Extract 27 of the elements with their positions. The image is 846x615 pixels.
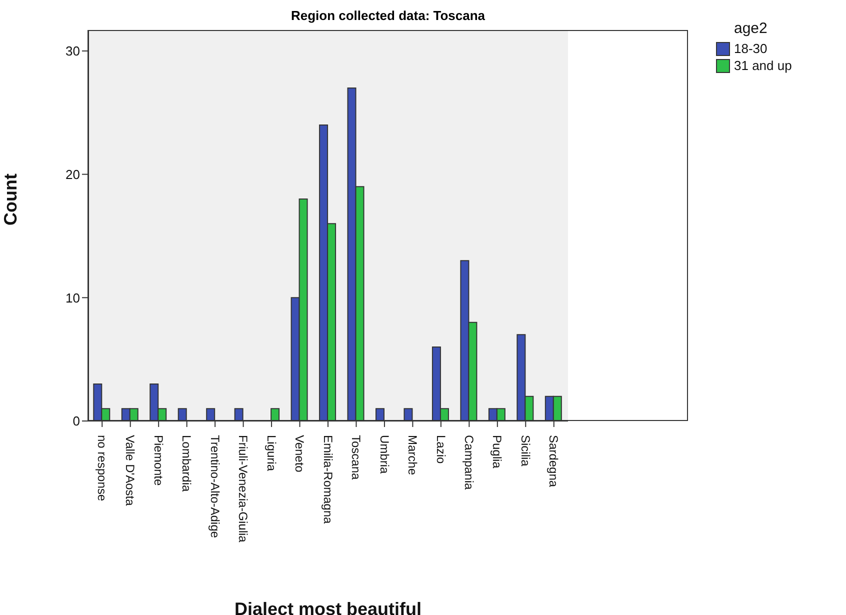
legend-label: 18-30 xyxy=(734,41,768,56)
x-tick-label: Friuli-Venezia-Giulia xyxy=(236,435,250,543)
x-tick-label: Trentino-Alto-Adige xyxy=(208,435,222,538)
x-tick-label: Sardegna xyxy=(546,435,561,488)
x-tick-label: Campania xyxy=(462,435,476,490)
x-tick-label: Lombardia xyxy=(180,435,194,492)
y-tick-label: 10 xyxy=(66,290,80,306)
y-tick-label: 30 xyxy=(66,44,80,59)
x-tick-label: Valle D'Aosta xyxy=(123,435,138,506)
x-tick-label: Liguria xyxy=(264,435,278,472)
chart-title: Region collected data: Toscana xyxy=(290,8,486,23)
x-tick-label: no response xyxy=(94,435,109,502)
legend-title: age2 xyxy=(734,20,768,37)
x-tick-label: Veneto xyxy=(292,435,307,473)
y-axis-title: Count xyxy=(0,174,20,226)
y-tick-label: 20 xyxy=(66,166,80,182)
x-tick-label: Piemonte xyxy=(151,435,166,486)
x-tick-label: Marche xyxy=(406,435,420,476)
x-tick-label: Sicilia xyxy=(518,435,532,467)
x-tick-label: Emilia-Romagna xyxy=(320,435,335,524)
x-tick-label: Toscana xyxy=(349,435,364,480)
y-tick-label: 0 xyxy=(72,414,80,429)
x-tick-label: Lazio xyxy=(434,435,448,464)
x-tick-label: Umbria xyxy=(377,435,392,474)
legend-label: 31 and up xyxy=(734,58,792,73)
x-axis-title: Dialect most beautiful xyxy=(234,599,422,615)
x-tick-label: Puglia xyxy=(490,435,504,469)
